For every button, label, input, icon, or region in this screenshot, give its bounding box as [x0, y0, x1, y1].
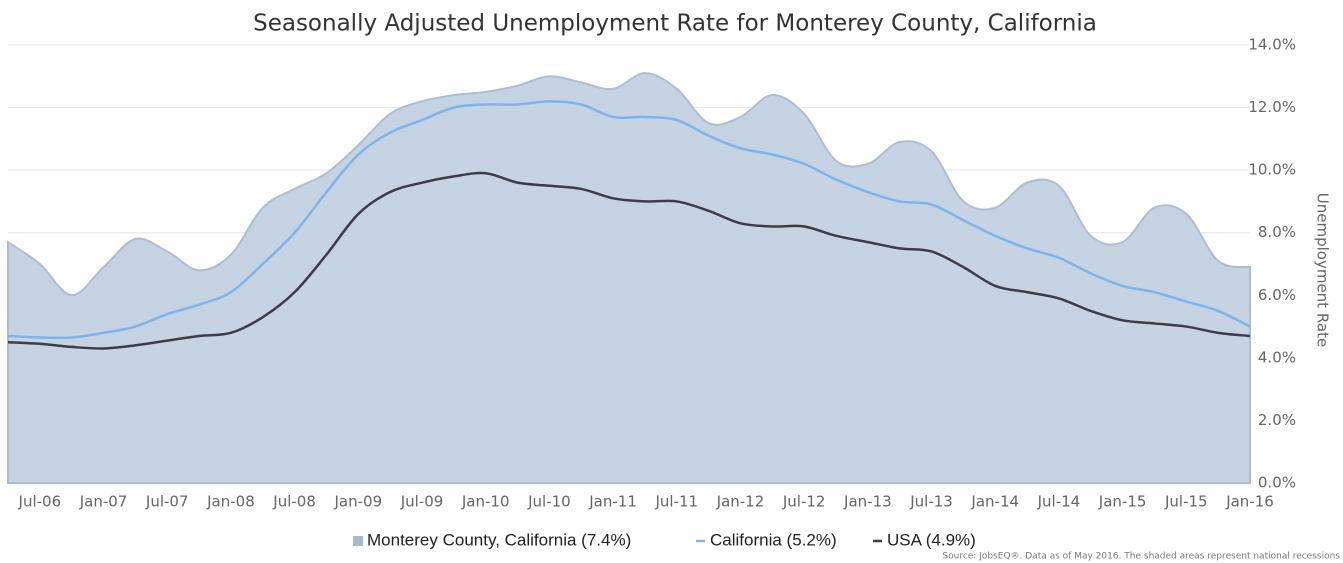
legend-label: California (5.2%) [710, 530, 837, 549]
x-tick-label: Jan-10 [461, 493, 510, 511]
x-tick-label: Jul-08 [272, 493, 316, 511]
x-tick-label: Jul-14 [1037, 493, 1081, 511]
x-tick-label: Jan-08 [206, 493, 255, 511]
x-tick-label: Jul-06 [18, 493, 62, 511]
y-tick-label: 2.0% [1258, 411, 1296, 429]
x-tick-label: Jan-09 [333, 493, 382, 511]
line [7, 100, 1251, 340]
x-tick-label: Jan-14 [970, 493, 1019, 511]
y-tick-label: 10.0% [1248, 161, 1296, 179]
x-tick-label: Jan-16 [1225, 493, 1274, 511]
y-tick-label: 8.0% [1258, 223, 1296, 241]
x-tick-label: Jan-15 [1098, 493, 1147, 511]
x-tick-label: Jul-12 [782, 493, 826, 511]
source-note: Source: JobsEQ®. Data as of May 2016. Th… [942, 552, 1340, 562]
x-tick-label: Jul-09 [400, 493, 444, 511]
x-tick-label: Jan-07 [79, 493, 128, 511]
legend-label: Monterey County, California (7.4%) [367, 530, 631, 549]
chart-title: Seasonally Adjusted Unemployment Rate fo… [253, 11, 1097, 37]
x-tick-label: Jan-11 [588, 493, 637, 511]
x-tick-label: Jul-15 [1164, 493, 1208, 511]
line [7, 171, 1251, 350]
y-tick-label: 12.0% [1248, 98, 1296, 116]
x-tick-label: Jul-11 [654, 493, 698, 511]
x-tick-label: Jan-12 [716, 493, 765, 511]
area [7, 72, 1251, 484]
x-tick-label: Jul-07 [145, 493, 189, 511]
x-tick-label: Jul-10 [527, 493, 571, 511]
y-tick-label: 6.0% [1258, 286, 1296, 304]
y-tick-label: 0.0% [1258, 474, 1296, 492]
x-tick-label: Jan-13 [843, 493, 892, 511]
x-tick-label: Jul-13 [909, 493, 953, 511]
y-axis-label: Unemployment Rate [1314, 193, 1332, 347]
legend-swatch [353, 536, 363, 546]
legend-label: USA (4.9%) [887, 530, 976, 549]
y-tick-label: 14.0% [1248, 36, 1296, 54]
y-tick-label: 4.0% [1258, 348, 1296, 366]
